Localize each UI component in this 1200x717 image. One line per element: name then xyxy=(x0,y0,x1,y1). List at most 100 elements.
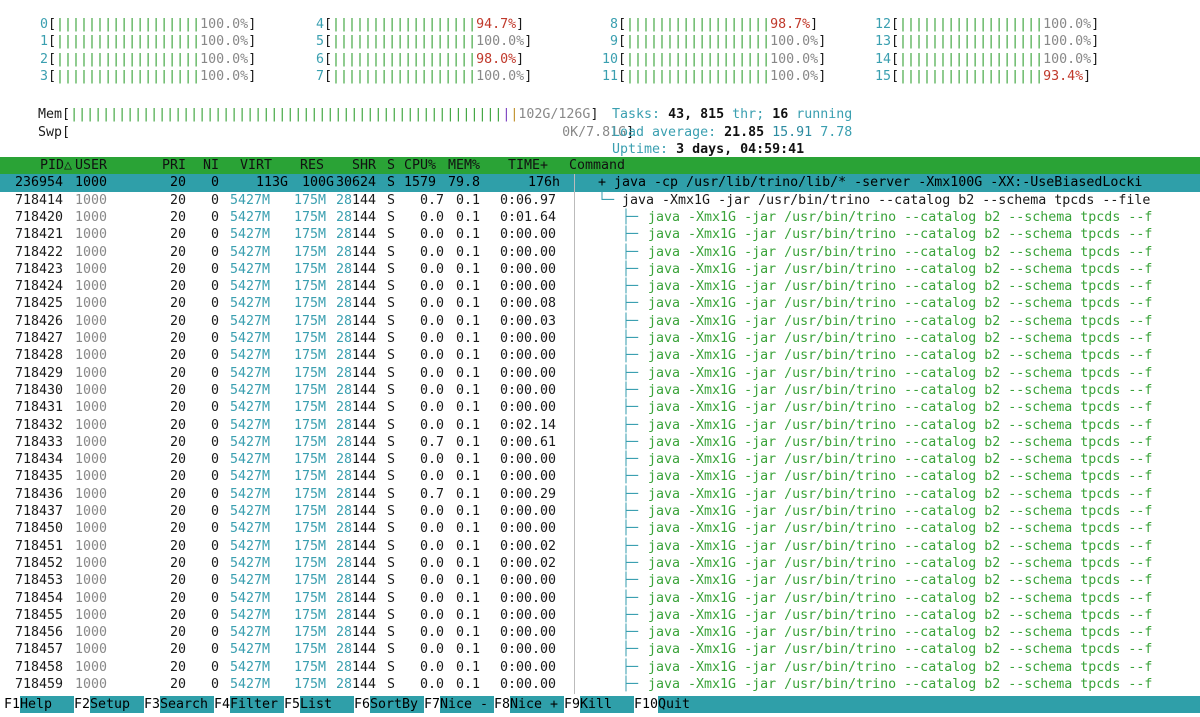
table-row[interactable]: 718454 1000 20 0 5427M 175M 28 144 S 0.0 0.1 0:00.0… xyxy=(0,590,1200,607)
column-header-shr[interactable]: SHR xyxy=(352,158,377,173)
time-cell: 0:00.00 xyxy=(500,677,557,692)
column-header-cpu[interactable]: CPU% xyxy=(404,158,437,173)
selected-process-row[interactable]: 236954 1000 20 0 113G 100G 30624 S 1579 79.8 176h +… xyxy=(0,174,1200,192)
table-row[interactable]: 718457 1000 20 0 5427M 175M 28 144 S 0.0 0.1 0:00.0… xyxy=(0,641,1200,658)
table-row[interactable]: 718423 1000 20 0 5427M 175M 28 144 S 0.0 0.1 0:00.0… xyxy=(0,261,1200,278)
table-row[interactable]: 718458 1000 20 0 5427M 175M 28 144 S 0.0 0.1 0:00.0… xyxy=(0,659,1200,676)
table-row[interactable]: 718424 1000 20 0 5427M 175M 28 144 S 0.0 0.1 0:00.0… xyxy=(0,278,1200,295)
shr-cell-high: 28 xyxy=(336,521,353,537)
res-cell: 175M xyxy=(294,331,327,346)
table-row[interactable]: 718453 1000 20 0 5427M 175M 28 144 S 0.0 0.1 0:00.0… xyxy=(0,572,1200,589)
priority-cell: 20 xyxy=(170,538,187,554)
priority-cell: 20 xyxy=(170,659,187,675)
tree-branch-icon: ├─ xyxy=(622,331,639,346)
pid-cell: 718436 xyxy=(15,486,64,502)
state-cell: S xyxy=(387,261,396,277)
cpu-2-bar: |||||||||||||||||| xyxy=(56,51,201,67)
column-header-pid[interactable]: PID△ xyxy=(40,158,73,173)
nice-cell: 0 xyxy=(211,296,220,312)
table-row[interactable]: 718432 1000 20 0 5427M 175M 28 144 S 0.0 0.1 0:02.1… xyxy=(0,417,1200,434)
table-row[interactable]: 718434 1000 20 0 5427M 175M 28 144 S 0.0 0.1 0:00.0… xyxy=(0,451,1200,468)
res-cell: 175M xyxy=(294,452,327,468)
function-key-list-button[interactable]: F5List xyxy=(284,696,355,714)
table-row[interactable]: 718427 1000 20 0 5427M 175M 28 144 S 0.0 0.1 0:00.0… xyxy=(0,330,1200,347)
time-cell: 0:00.00 xyxy=(500,469,557,485)
function-key-nice-plus-button[interactable]: F8Nice + xyxy=(494,696,565,714)
function-key-sortby-button[interactable]: F6SortBy xyxy=(354,696,425,714)
cpu-cell: 0.7 xyxy=(420,192,445,208)
table-row[interactable]: 718435 1000 20 0 5427M 175M 28 144 S 0.0 0.1 0:00.0… xyxy=(0,468,1200,485)
shr-cell-low: 144 xyxy=(352,400,377,416)
function-key-quit-button[interactable]: F10Quit xyxy=(634,696,1200,714)
mem-meter: Mem[||||||||||||||||||||||||||||||||||||… xyxy=(38,107,599,123)
tree-branch-icon: ├─ xyxy=(622,521,639,537)
table-row[interactable]: 718456 1000 20 0 5427M 175M 28 144 S 0.0 0.1 0:00.0… xyxy=(0,624,1200,641)
user-cell: 1000 xyxy=(75,209,108,225)
virt-cell: 5427M xyxy=(230,469,271,485)
function-key-label: Help xyxy=(20,696,75,714)
nice-cell: 0 xyxy=(211,261,220,277)
function-key-code: F9 xyxy=(564,697,581,712)
pid-cell: 718459 xyxy=(15,677,64,692)
column-header-virt[interactable]: VIRT xyxy=(240,158,273,173)
shr-cell-high: 28 xyxy=(336,244,353,260)
time-cell: 0:00.00 xyxy=(500,279,557,295)
table-row[interactable]: 718451 1000 20 0 5427M 175M 28 144 S 0.0 0.1 0:00.0… xyxy=(0,538,1200,555)
res-cell: 175M xyxy=(294,209,327,225)
table-row[interactable]: 718430 1000 20 0 5427M 175M 28 144 S 0.0 0.1 0:00.0… xyxy=(0,382,1200,399)
cpu-cell: 0.0 xyxy=(420,279,445,295)
table-row[interactable]: 718429 1000 20 0 5427M 175M 28 144 S 0.0 0.1 0:00.0… xyxy=(0,365,1200,382)
table-row[interactable]: 718452 1000 20 0 5427M 175M 28 144 S 0.0 0.1 0:00.0… xyxy=(0,555,1200,572)
table-row[interactable]: 718422 1000 20 0 5427M 175M 28 144 S 0.0 0.1 0:00.0… xyxy=(0,244,1200,261)
cpu-cell: 0.0 xyxy=(420,538,445,554)
function-key-help-button[interactable]: F1Help xyxy=(4,696,75,714)
priority-cell: 20 xyxy=(170,642,187,658)
nice-cell: 0 xyxy=(211,677,220,692)
column-header-mem[interactable]: MEM% xyxy=(448,158,481,173)
function-key-setup-button[interactable]: F2Setup xyxy=(74,696,145,714)
table-row[interactable]: 718459 1000 20 0 5427M 175M 28 144 S 0.0 0.1 0:00.0… xyxy=(0,676,1200,693)
cpu-cell: 0.0 xyxy=(420,382,445,398)
cpu-4-percent: 94.7% xyxy=(476,17,517,32)
column-header-res[interactable]: RES xyxy=(300,158,325,173)
state-cell: S xyxy=(387,192,396,208)
cpu-cell: 0.0 xyxy=(420,607,445,623)
table-row[interactable]: 718426 1000 20 0 5427M 175M 28 144 S 0.0 0.1 0:00.0… xyxy=(0,313,1200,330)
table-row[interactable]: 718436 1000 20 0 5427M 175M 28 144 S 0.7 0.1 0:00.2… xyxy=(0,486,1200,503)
virt-cell: 5427M xyxy=(230,313,271,329)
shr-cell-high: 28 xyxy=(336,417,353,433)
cpu-13-bar: |||||||||||||||||| xyxy=(899,34,1044,50)
function-key-search-button[interactable]: F3Search xyxy=(144,696,215,714)
table-row[interactable]: 718450 1000 20 0 5427M 175M 28 144 S 0.0 0.1 0:00.0… xyxy=(0,520,1200,537)
time-cell: 0:00.00 xyxy=(500,382,557,398)
table-row[interactable]: 718433 1000 20 0 5427M 175M 28 144 S 0.7 0.1 0:00.6… xyxy=(0,434,1200,451)
tree-branch-icon: └─ xyxy=(598,192,615,208)
table-row[interactable]: 718421 1000 20 0 5427M 175M 28 144 S 0.0 0.1 0:00.0… xyxy=(0,226,1200,243)
table-row[interactable]: 718420 1000 20 0 5427M 175M 28 144 S 0.0 0.1 0:01.6… xyxy=(0,209,1200,226)
command-cell: java -Xmx1G -jar /usr/bin/trino --catalo… xyxy=(648,417,1153,433)
function-key-filter-button[interactable]: F4Filter xyxy=(214,696,285,714)
cpu-cell: 0.0 xyxy=(420,555,445,571)
table-row[interactable]: 718425 1000 20 0 5427M 175M 28 144 S 0.0 0.1 0:00.0… xyxy=(0,295,1200,312)
tree-branch-icon: ├─ xyxy=(622,573,639,589)
pid-cell: 718437 xyxy=(15,504,64,519)
column-header-pri[interactable]: PRI xyxy=(162,158,187,173)
table-row[interactable]: 718431 1000 20 0 5427M 175M 28 144 S 0.0 0.1 0:00.0… xyxy=(0,399,1200,416)
column-header-user[interactable]: USER xyxy=(75,158,108,173)
command-cell: java -Xmx1G -jar /usr/bin/trino --catalo… xyxy=(648,400,1153,416)
cpu-1-label: 1 xyxy=(40,34,49,50)
function-key-code: F1 xyxy=(4,697,21,712)
time-cell: 0:00.08 xyxy=(500,296,557,312)
table-row[interactable]: 718437 1000 20 0 5427M 175M 28 144 S 0.0 0.1 0:00.0… xyxy=(0,503,1200,520)
column-header-ni[interactable]: NI xyxy=(203,158,220,173)
table-row[interactable]: 718455 1000 20 0 5427M 175M 28 144 S 0.0 0.1 0:00.0… xyxy=(0,607,1200,624)
function-key-kill-button[interactable]: F9Kill xyxy=(564,696,635,714)
table-row[interactable]: 718428 1000 20 0 5427M 175M 28 144 S 0.0 0.1 0:00.0… xyxy=(0,347,1200,364)
cpu-7-percent: 100.0% xyxy=(476,68,525,84)
table-row[interactable]: 718414 1000 20 0 5427M 175M 28 144 S 0.7 0.1 0:06.9… xyxy=(0,192,1200,209)
column-header-time[interactable]: TIME+ xyxy=(508,158,549,173)
column-header-command[interactable]: Command xyxy=(569,158,626,173)
function-key-nice-minus-button[interactable]: F7Nice - xyxy=(424,696,495,714)
pid-cell: 718422 xyxy=(15,244,64,260)
column-header-s[interactable]: S xyxy=(387,158,396,173)
